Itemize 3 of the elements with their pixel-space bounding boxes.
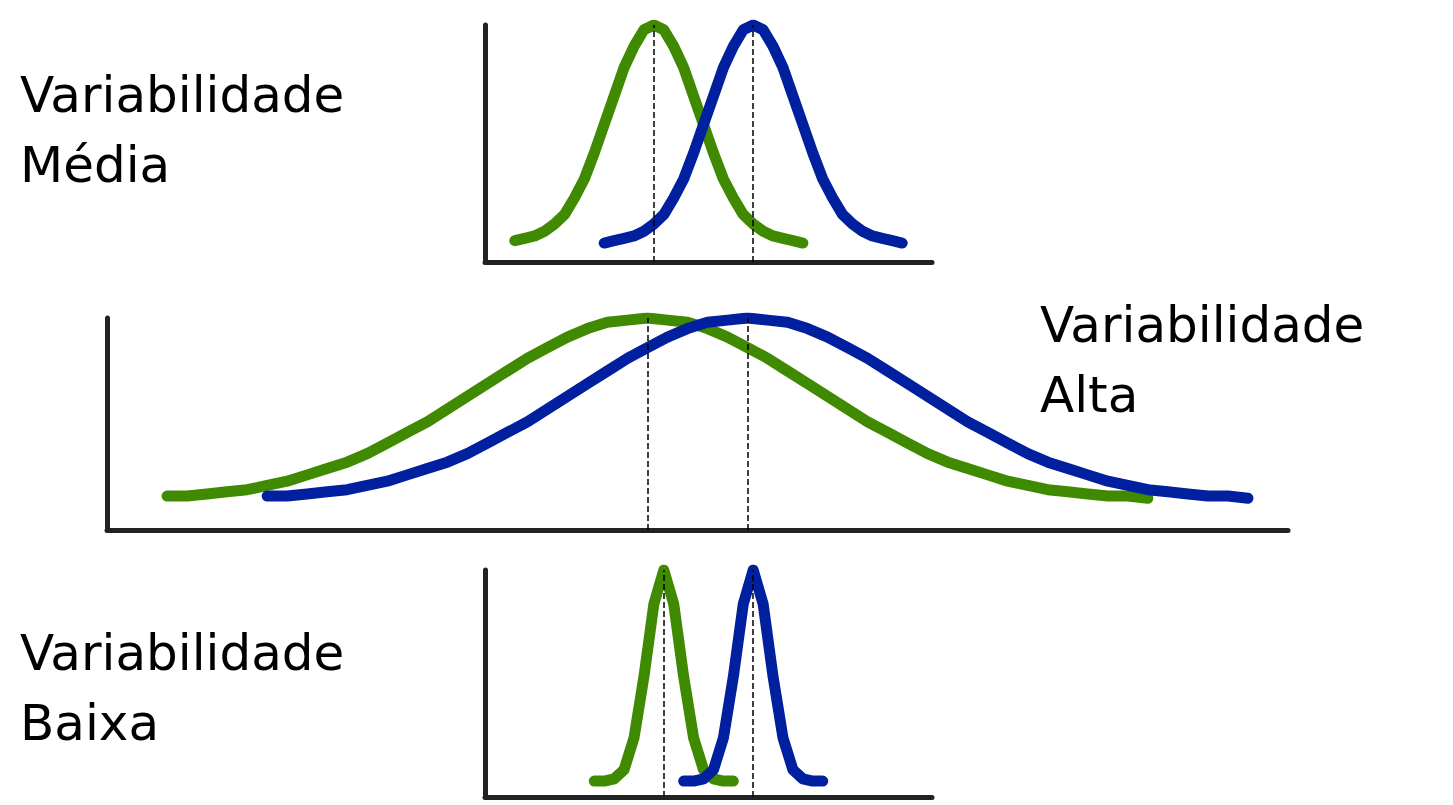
- text: Variabilidade Baixa: [20, 624, 361, 752]
- chart-title: Variabilidade Alta: [1040, 296, 1381, 424]
- text: Variabilidade Média: [20, 66, 361, 194]
